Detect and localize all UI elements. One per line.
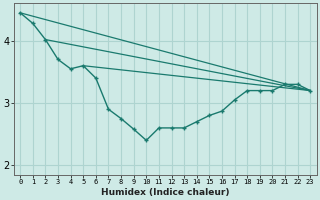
X-axis label: Humidex (Indice chaleur): Humidex (Indice chaleur) (101, 188, 229, 197)
